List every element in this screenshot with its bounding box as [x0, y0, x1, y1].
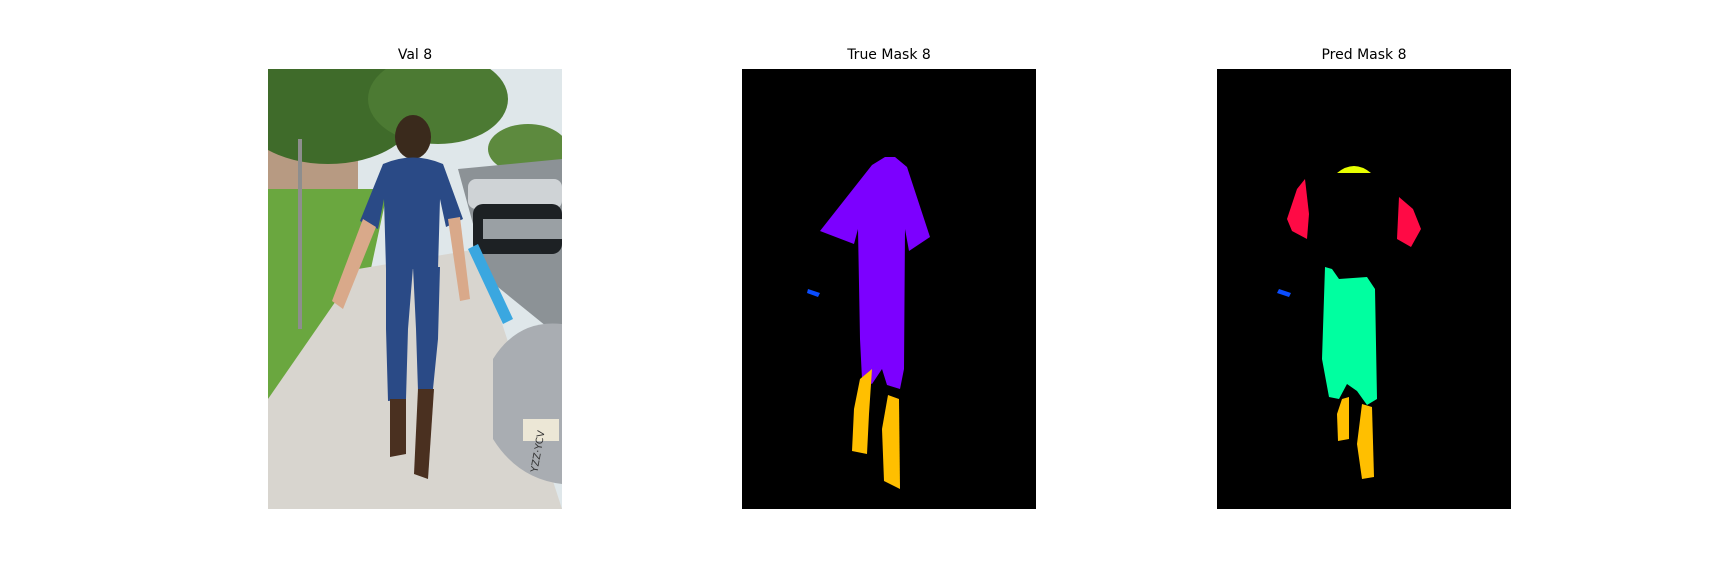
- pred-mask-svg: [1217, 69, 1511, 509]
- true-mask-title: True Mask 8: [847, 47, 931, 63]
- val-photo: YZZ·YCV: [268, 69, 562, 509]
- true-mask-image: [742, 69, 1036, 509]
- true-mask-svg: [742, 69, 1036, 509]
- val-photo-svg: YZZ·YCV: [268, 69, 562, 509]
- pred-mask-title: Pred Mask 8: [1321, 47, 1407, 63]
- val-title: Val 8: [397, 47, 433, 63]
- pred-mask-image: [1217, 69, 1511, 509]
